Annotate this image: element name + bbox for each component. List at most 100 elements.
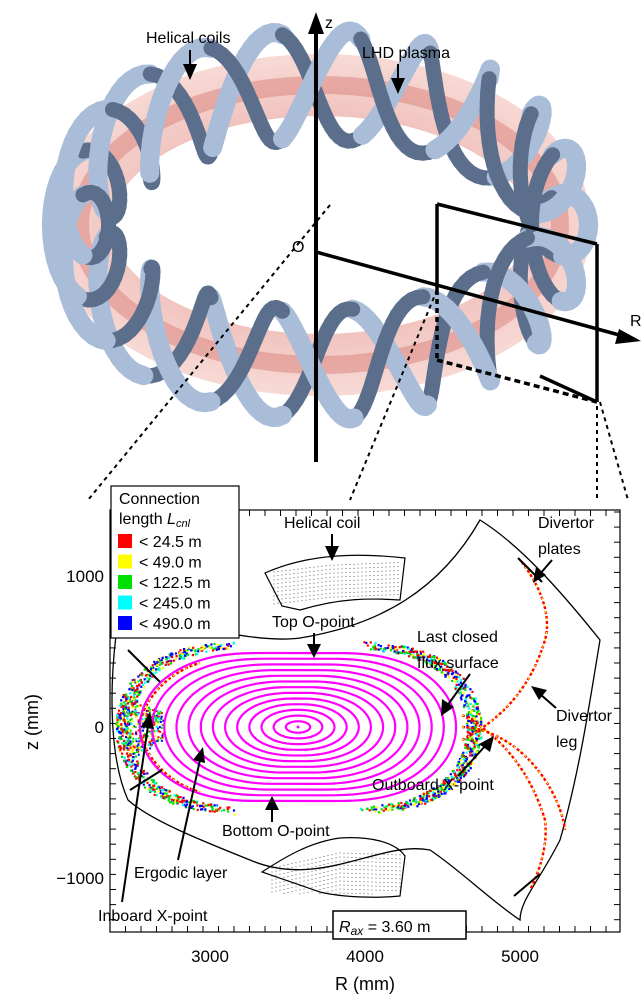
ergodic-point [202, 802, 205, 805]
ergodic-point [373, 808, 376, 811]
ergodic-point [464, 769, 467, 772]
ergodic-point [400, 651, 403, 654]
coil-conductor [307, 867, 309, 869]
coil-conductor [313, 594, 315, 596]
coil-conductor [315, 881, 317, 883]
ergodic-point [387, 644, 390, 647]
ergodic-point [462, 677, 465, 680]
coil-conductor [391, 870, 393, 872]
ergodic-point [149, 666, 153, 669]
ergodic-point [474, 702, 477, 705]
coil-conductor [341, 580, 343, 582]
ergodic-point [442, 662, 445, 665]
ergodic-point [479, 715, 482, 718]
ergodic-point [471, 697, 474, 700]
coil-conductor [355, 861, 357, 863]
ergodic-point [132, 697, 135, 700]
ergodic-point [124, 740, 127, 743]
ergodic-point [167, 796, 170, 799]
ergodic-point [143, 772, 146, 775]
ergodic-point [137, 680, 140, 683]
coil-conductor [371, 853, 373, 855]
coil-conductor [345, 592, 347, 594]
ergodic-point [438, 662, 441, 665]
ergodic-point [465, 758, 468, 761]
coil-conductor [333, 580, 335, 582]
ergodic-point [157, 668, 160, 671]
coil-conductor [273, 591, 275, 593]
coil-conductor [387, 885, 389, 887]
ergodic-point [410, 649, 413, 652]
ergodic-point [448, 787, 451, 790]
ergodic-point [444, 787, 447, 790]
coil-conductor [381, 562, 383, 564]
ergodic-point [475, 750, 478, 753]
coil-conductor [351, 884, 353, 886]
coil-conductor [391, 862, 393, 864]
ergodic-point [162, 732, 165, 735]
ergodic-point [132, 747, 135, 750]
coil-conductor [301, 592, 303, 594]
coil-conductor [305, 571, 307, 573]
ergodic-point [456, 672, 459, 675]
ergodic-point [460, 765, 463, 768]
coil-conductor [385, 586, 387, 588]
coil-conductor [325, 581, 327, 583]
coil-conductor [273, 603, 275, 605]
coil-conductor [347, 880, 349, 882]
divertor-leg-label-1: Divertor [556, 708, 613, 725]
ergodic-point [471, 704, 474, 707]
ergodic-point [183, 803, 186, 806]
coil-conductor [279, 869, 281, 871]
ergodic-point [391, 645, 394, 648]
ergodic-point [123, 748, 126, 751]
coil-conductor [293, 577, 295, 579]
ergodic-point [130, 723, 133, 726]
coil-conductor [313, 590, 315, 592]
ergodic-point [477, 737, 480, 740]
ergodic-point [185, 650, 188, 653]
ergodic-point [126, 730, 129, 733]
coil-conductor [317, 598, 319, 600]
ergodic-point [427, 655, 430, 658]
coil-conductor [379, 869, 381, 871]
ergodic-point [421, 655, 424, 658]
ergodic-point [136, 744, 139, 747]
ergodic-point [409, 653, 412, 656]
coil-conductor [355, 853, 357, 855]
ergodic-point [444, 675, 447, 678]
ergodic-point [135, 714, 138, 717]
ergodic-point [462, 754, 465, 757]
ergodic-point [129, 744, 132, 746]
ergodic-point [466, 745, 469, 749]
coil-conductor [341, 592, 343, 594]
ergodic-point [477, 734, 480, 737]
coil-conductor [377, 578, 379, 580]
ergodic-point [387, 809, 390, 812]
ergodic-point [475, 724, 478, 727]
coil-conductor [299, 893, 301, 895]
coil-conductor [375, 881, 377, 883]
divertor-leg [461, 726, 566, 831]
ergodic-point [428, 654, 432, 657]
ergodic-point [445, 790, 448, 793]
ergodic-point [366, 644, 369, 647]
ergodic-point [186, 803, 189, 806]
ergodic-point [432, 662, 435, 665]
ergodic-point [197, 650, 200, 653]
ergodic-point [379, 811, 382, 814]
coil-conductor [293, 597, 295, 599]
ergodic-point [161, 656, 164, 659]
ergodic-point [429, 658, 433, 661]
ergodic-point [135, 716, 138, 719]
ergodic-point [217, 647, 221, 651]
ergodic-point [115, 728, 119, 731]
ergodic-point [219, 806, 222, 809]
coil-conductor [373, 587, 375, 589]
ergodic-point [202, 805, 205, 808]
ergodic-point [130, 765, 133, 768]
coil-conductor [351, 892, 353, 894]
rax-box [332, 910, 467, 940]
z-axis-label: z [325, 15, 333, 32]
ergodic-point [161, 736, 164, 739]
